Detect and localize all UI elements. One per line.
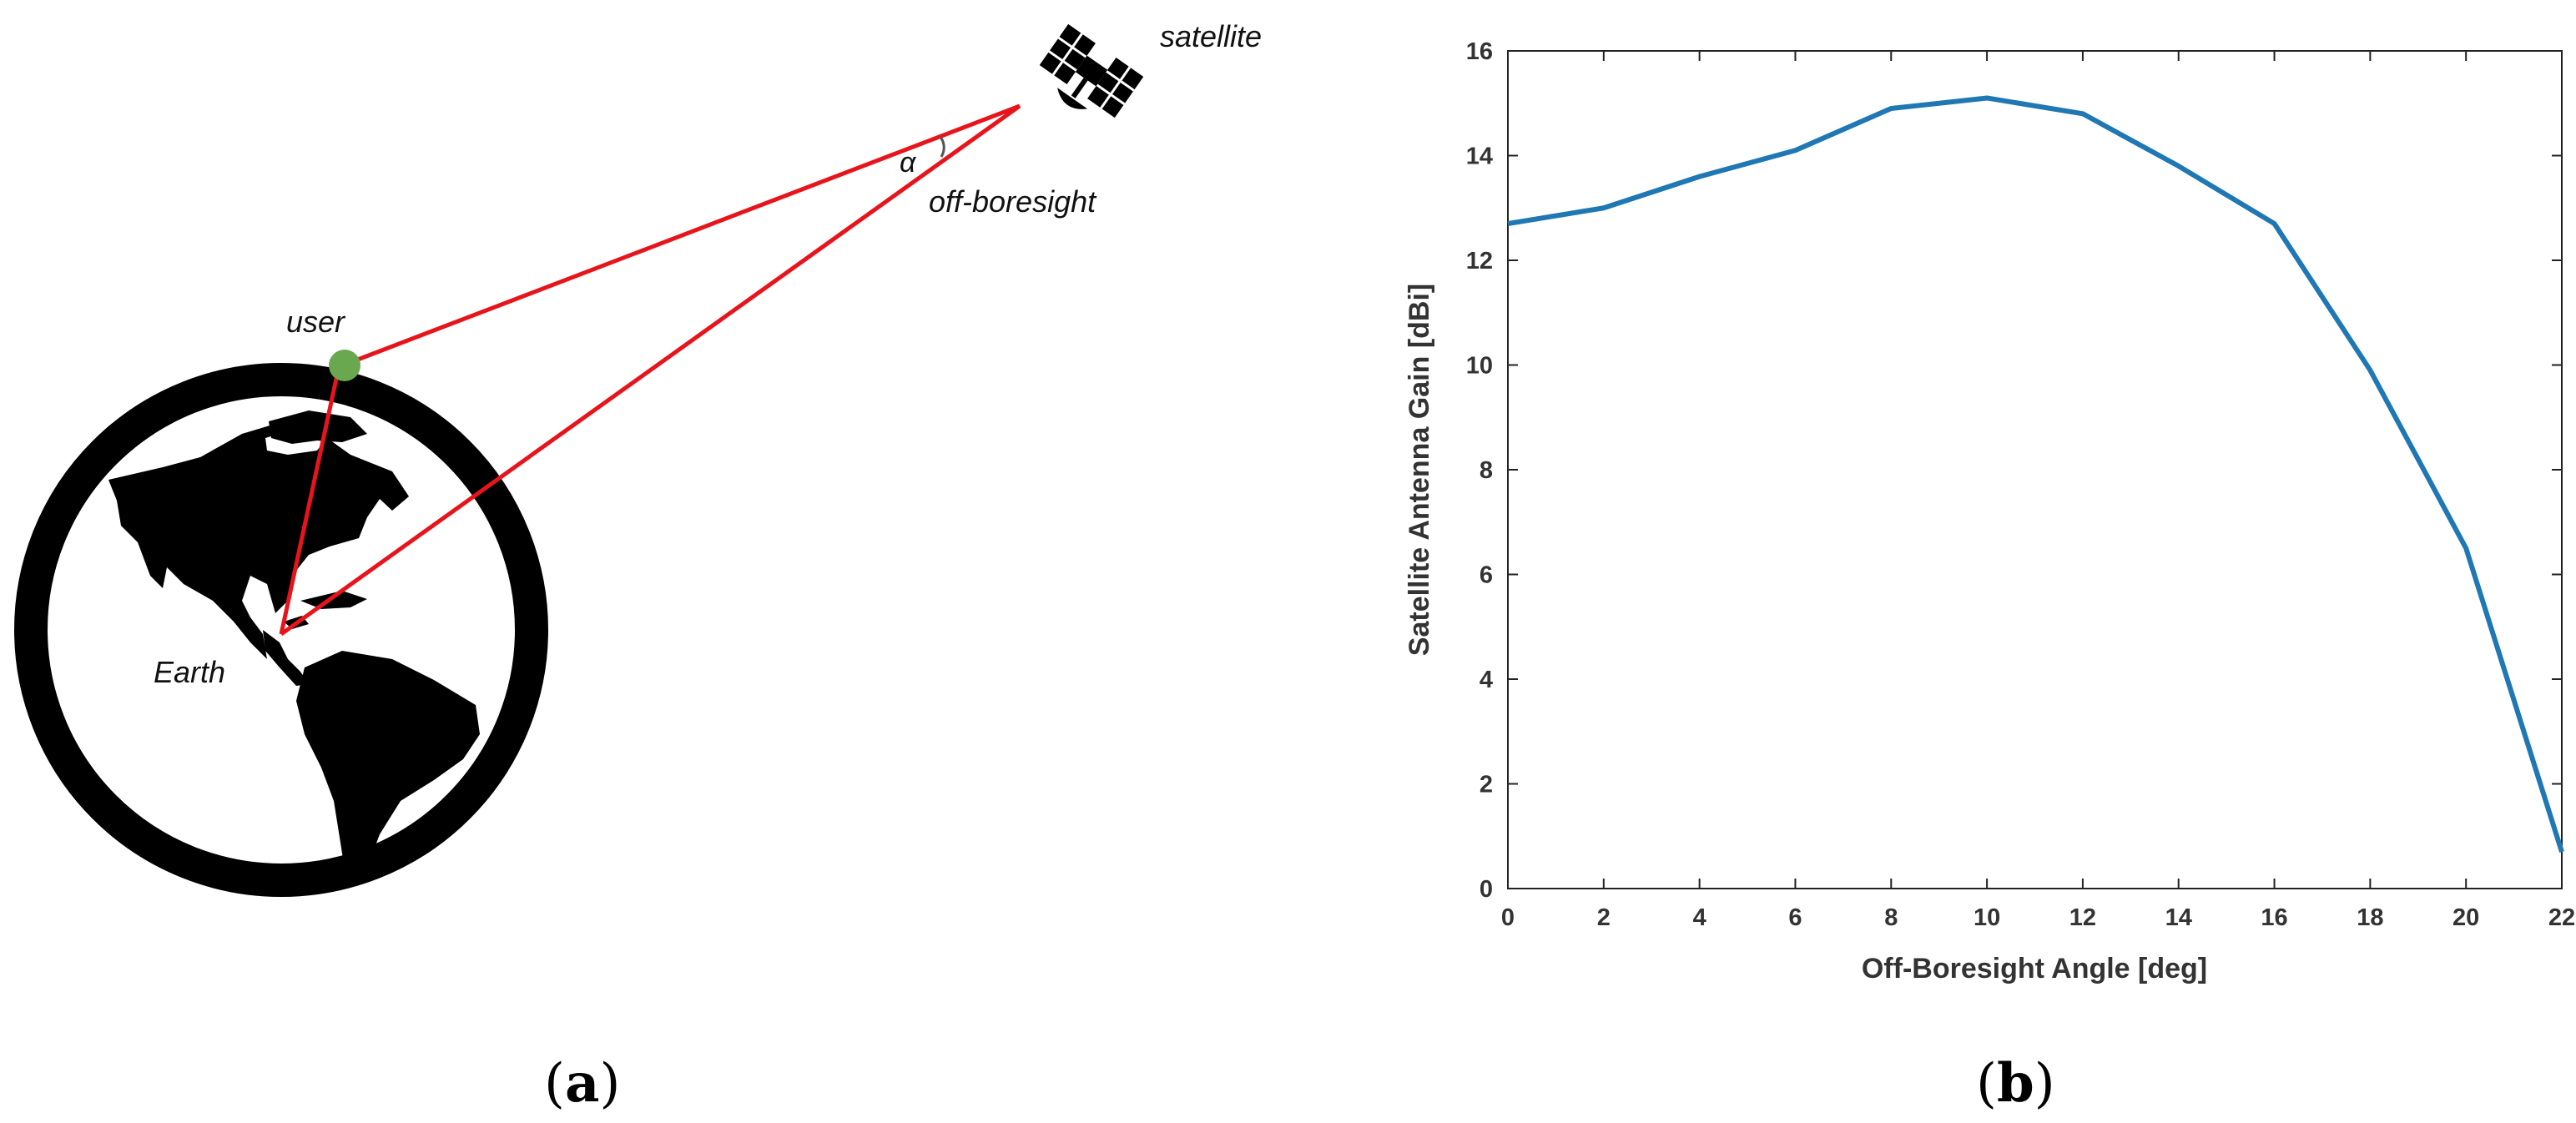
y-tick-label: 12 (1466, 248, 1493, 274)
user-dot (329, 350, 360, 381)
ray-earth-user (279, 366, 341, 635)
x-tick-label: 8 (1884, 904, 1898, 931)
y-tick-label: 4 (1480, 667, 1493, 693)
y-tick-label: 2 (1480, 772, 1493, 798)
panel-b-caption: (b) (1976, 1052, 2055, 1115)
y-axis-label: Satellite Antenna Gain [dBi] (1404, 284, 1435, 656)
user-label: user (286, 305, 346, 339)
y-axis-ticks: 0 2 4 6 8 10 12 14 16 (1466, 38, 2562, 903)
x-tick-label: 12 (2069, 904, 2096, 931)
satellite-icon (1039, 23, 1144, 118)
x-axis-label: Off-Boresight Angle [deg] (1862, 953, 2207, 985)
panel-a-diagram: satellite α off-boresight user Earth (a) (14, 19, 1262, 1115)
satellite-label: satellite (1160, 19, 1262, 53)
x-tick-label: 4 (1693, 904, 1706, 931)
y-tick-label: 10 (1466, 353, 1493, 380)
x-tick-label: 18 (2357, 904, 2383, 931)
series-layer (1507, 95, 2564, 853)
series-line (1507, 95, 2564, 853)
off-boresight-label: off-boresight (929, 184, 1097, 219)
x-axis-ticks: 0 2 4 6 8 10 12 14 16 18 20 22 (1501, 51, 2575, 931)
alpha-label: α (900, 147, 917, 179)
ray-user-satellite (344, 103, 1021, 367)
y-tick-label: 14 (1466, 144, 1493, 170)
x-tick-label: 20 (2452, 904, 2479, 931)
plot-area (1507, 50, 2563, 889)
earth-ring (14, 363, 548, 897)
x-tick-label: 22 (2548, 904, 2575, 931)
x-tick-label: 2 (1597, 904, 1611, 931)
panel-a-caption: (a) (544, 1052, 620, 1115)
panel-b-chart: 0 2 4 6 8 10 12 14 16 18 20 22 0 2 4 6 8 10 12 14 16 Off-Bo… (1404, 38, 2575, 1115)
globe-icon (108, 410, 480, 880)
y-tick-label: 0 (1480, 876, 1493, 903)
y-tick-label: 16 (1466, 38, 1493, 65)
x-tick-label: 10 (1974, 904, 2000, 931)
x-tick-label: 16 (2261, 904, 2287, 931)
x-tick-label: 14 (2165, 904, 2192, 931)
x-tick-label: 0 (1501, 904, 1515, 931)
x-tick-label: 6 (1788, 904, 1802, 931)
geometry-rays (279, 103, 1021, 637)
ray-earth-satellite (280, 103, 1021, 637)
angle-arc (939, 136, 945, 158)
y-tick-label: 6 (1480, 562, 1493, 589)
y-tick-label: 8 (1480, 457, 1493, 484)
earth-label: Earth (154, 655, 225, 689)
